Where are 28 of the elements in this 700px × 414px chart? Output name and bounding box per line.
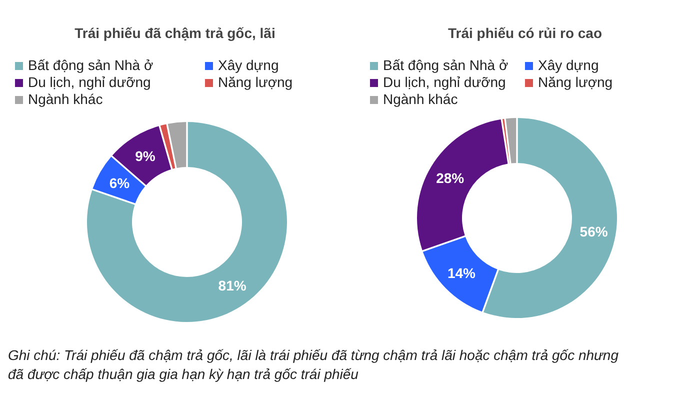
- text: Ghi chú: Trái phiếu đã chậm trả gốc, lãi là trái phiếu đã từng chậm trả lãi hoặc chậm trả gốc nhưng: [8, 347, 619, 363]
- donut-slice: [422, 236, 498, 312]
- legend-label: Xây dựng: [538, 57, 599, 73]
- legend-label: Ngành khác: [28, 91, 103, 107]
- donut-slice: [87, 122, 287, 322]
- data-label: 56%: [580, 224, 608, 240]
- legend-label: Bất động sản Nhà ở: [383, 57, 508, 73]
- data-label: 9%: [135, 148, 156, 164]
- chart-title: Trái phiếu đã chậm trả gốc, lãi: [74, 25, 276, 41]
- donut-slice: [502, 118, 510, 164]
- text: đã được chấp thuận gia gia hạn kỳ hạn trả gốc trái phiếu: [8, 366, 359, 382]
- data-label: 81%: [218, 277, 247, 294]
- legend-label: Bất động sản Nhà ở: [28, 57, 154, 73]
- legend-label: Du lịch, nghỉ dưỡng: [383, 74, 506, 90]
- data-label: 14%: [447, 264, 476, 281]
- legend-label: Xây dựng: [218, 57, 279, 73]
- data-label: 6%: [109, 174, 130, 191]
- donut-slice: [506, 118, 516, 164]
- chart-title: Trái phiếu có rủi ro cao: [448, 25, 602, 41]
- legend-label: Năng lượng: [218, 74, 293, 90]
- legend-label: Năng lượng: [538, 74, 613, 90]
- donut-slice: [417, 119, 508, 250]
- donut-slice: [484, 118, 617, 318]
- donut-slice: [168, 122, 186, 168]
- donut-slice: [160, 124, 176, 169]
- legend-label: Du lịch, nghỉ dưỡng: [28, 74, 151, 90]
- legend-label: Ngành khác: [383, 91, 458, 107]
- data-label: 28%: [436, 170, 465, 186]
